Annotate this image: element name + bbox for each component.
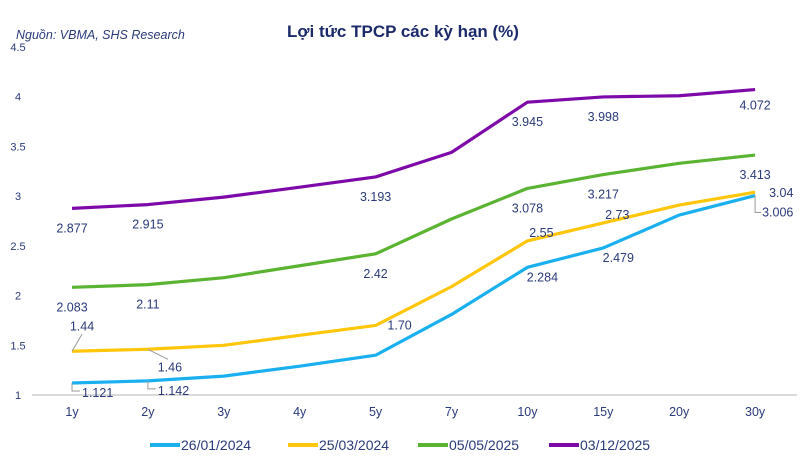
x-tick-label: 1y xyxy=(65,405,79,419)
chart-title: Lợi tức TPCP các kỳ hạn (%) xyxy=(287,22,519,41)
series-line-03-12-2025 xyxy=(71,87,756,210)
data-label: 2.915 xyxy=(132,218,163,232)
legend-label: 03/12/2025 xyxy=(580,437,650,453)
y-tick-label: 3 xyxy=(15,191,21,203)
data-label: 2.284 xyxy=(527,270,558,284)
data-label: 2.11 xyxy=(136,298,159,312)
x-tick-label: 30y xyxy=(745,405,766,419)
y-tick-label: 3.5 xyxy=(10,141,25,153)
data-label: 3.006 xyxy=(762,206,793,220)
series-line-05-05-2025 xyxy=(71,153,756,289)
data-label: 4.072 xyxy=(739,99,770,113)
y-tick-label: 2 xyxy=(15,291,21,303)
leader-line xyxy=(71,333,83,352)
leader-line xyxy=(147,348,169,360)
data-label: 2.73 xyxy=(605,208,629,222)
series-line-26-01-2024 xyxy=(71,193,756,385)
data-label: 3.217 xyxy=(588,188,619,202)
legend-label: 26/01/2024 xyxy=(181,437,251,453)
x-tick-label: 10y xyxy=(517,405,538,419)
data-label: 2.42 xyxy=(363,267,387,281)
y-tick-label: 4 xyxy=(15,92,21,104)
data-label: 3.078 xyxy=(512,201,543,215)
y-tick-label: 1.5 xyxy=(10,340,25,352)
data-label: 2.479 xyxy=(603,251,634,265)
y-tick-label: 1 xyxy=(15,390,21,402)
data-label: 1.44 xyxy=(70,319,94,333)
leader-line xyxy=(147,380,156,390)
data-label: 1.70 xyxy=(387,318,411,332)
data-label: 3.193 xyxy=(360,190,391,204)
y-tick-label: 4.5 xyxy=(10,42,25,54)
x-tick-label: 4y xyxy=(293,405,307,419)
data-label: 2.55 xyxy=(529,226,553,240)
leader-line xyxy=(754,195,762,214)
data-label: 3.998 xyxy=(588,110,619,124)
data-label: 1.142 xyxy=(158,384,189,398)
legend-label: 25/03/2024 xyxy=(319,437,389,453)
chart-source: Nguồn: VBMA, SHS Research xyxy=(16,28,185,42)
data-label: 1.46 xyxy=(158,360,182,374)
x-tick-label: 3y xyxy=(217,405,231,419)
data-label: 1.121 xyxy=(82,386,113,400)
data-label: 2.083 xyxy=(56,300,87,314)
data-label: 3.945 xyxy=(512,115,543,129)
x-tick-label: 2y xyxy=(141,405,155,419)
data-label: 3.04 xyxy=(769,186,793,200)
leader-line xyxy=(71,382,80,392)
data-label: 2.877 xyxy=(56,221,87,235)
x-tick-label: 20y xyxy=(669,405,690,419)
series-line-25-03-2024 xyxy=(71,190,756,353)
x-tick-label: 5y xyxy=(369,405,383,419)
y-tick-label: 2.5 xyxy=(10,241,25,253)
data-label: 3.413 xyxy=(739,168,770,182)
legend-label: 05/05/2025 xyxy=(449,437,519,453)
x-tick-label: 7y xyxy=(445,405,459,419)
x-tick-label: 15y xyxy=(593,405,614,419)
